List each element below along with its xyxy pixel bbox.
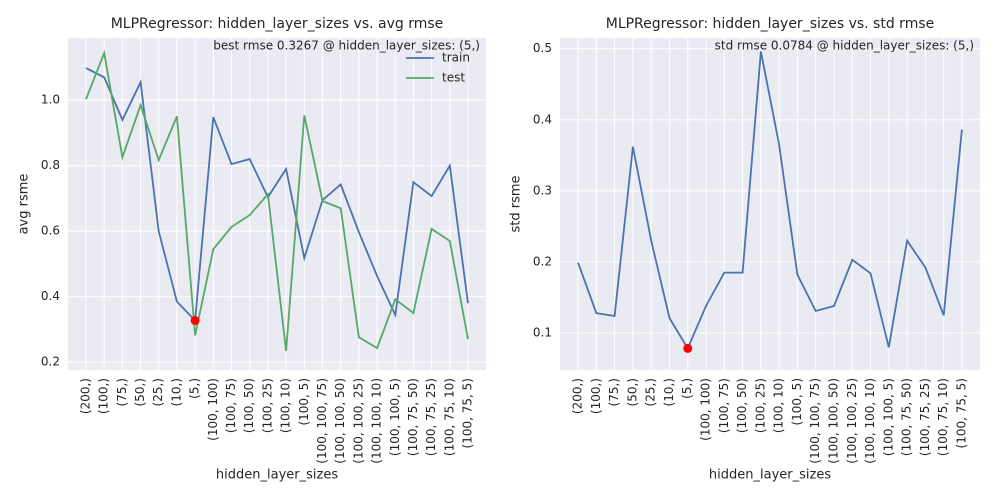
y-tick-label: 0.4 [41, 289, 60, 303]
plot-area [68, 38, 486, 370]
y-tick-label: 0.2 [533, 254, 552, 268]
x-tick-label: (100, 75, 25) [918, 378, 932, 456]
x-tick-label: (100, 75, 25) [424, 378, 438, 456]
x-tick-label: (10,) [662, 378, 676, 406]
y-tick-label: 1.0 [41, 93, 60, 107]
x-tick-label: (100, 75, 5) [954, 378, 968, 448]
annotation: best rmse 0.3267 @ hidden_layer_sizes: (… [213, 39, 480, 53]
x-tick-label: (100, 75, 50) [900, 378, 914, 456]
x-tick-label: (100, 100, 75) [315, 378, 329, 464]
y-axis-label: avg rsme [17, 174, 32, 235]
series-line [85, 49, 469, 352]
y-tick-label: 0.5 [533, 41, 552, 55]
x-tick-label: (200,) [571, 378, 585, 414]
x-tick-label: (100, 75, 50) [406, 378, 420, 456]
y-tick-label: 0.1 [533, 326, 552, 340]
x-tick-label: (100, 100) [699, 378, 713, 441]
x-axis-label: hidden_layer_sizes [216, 468, 338, 483]
y-tick-label: 0.6 [41, 224, 60, 238]
x-tick-label: (100, 100, 10) [863, 378, 877, 464]
x-tick-label: (100, 75, 10) [936, 378, 950, 456]
x-tick-label: (75,) [607, 378, 621, 406]
x-tick-label: (200,) [78, 378, 92, 414]
x-tick-label: (50,) [133, 378, 147, 406]
x-tick-label: (100, 25) [260, 378, 274, 433]
x-tick-label: (100, 100, 10) [370, 378, 384, 464]
best-point [683, 343, 693, 353]
x-tick-label: (100, 100, 5) [388, 378, 402, 456]
x-tick-label: (100,) [97, 378, 111, 414]
best-point [190, 316, 200, 326]
x-tick-label: (25,) [151, 378, 165, 406]
x-tick-label: (100, 100, 25) [351, 378, 365, 464]
y-tick-label: 0.8 [41, 158, 60, 172]
x-tick-label: (100, 100, 50) [826, 378, 840, 464]
y-tick-label: 0.4 [533, 112, 552, 126]
x-tick-label: (100, 10) [279, 378, 293, 433]
x-tick-label: (5,) [188, 378, 202, 399]
x-tick-label: (100, 25) [753, 378, 767, 433]
legend-label: test [442, 71, 465, 85]
plot-area [560, 38, 980, 370]
y-tick-label: 0.2 [41, 355, 60, 369]
x-tick-label: (100, 100, 50) [333, 378, 347, 464]
series-line [577, 51, 963, 351]
x-tick-label: (100, 75, 5) [461, 378, 475, 448]
x-tick-label: (100, 100, 25) [845, 378, 859, 464]
x-tick-label: (25,) [644, 378, 658, 406]
x-tick-label: (100, 100, 75) [808, 378, 822, 464]
y-axis-label: std rsme [509, 175, 524, 232]
x-tick-label: (100, 5) [297, 378, 311, 426]
x-tick-label: (100, 100) [206, 378, 220, 441]
x-tick-label: (100,) [589, 378, 603, 414]
series-line [85, 67, 469, 323]
x-tick-label: (100, 75) [717, 378, 731, 433]
y-tick-label: 0.3 [533, 183, 552, 197]
chart-title: MLPRegressor: hidden_layer_sizes vs. std… [606, 16, 935, 32]
x-tick-label: (75,) [115, 378, 129, 406]
x-tick-label: (100, 10) [772, 378, 786, 433]
x-tick-label: (100, 75) [224, 378, 238, 433]
x-tick-label: (5,) [680, 378, 694, 399]
chart-title: MLPRegressor: hidden_layer_sizes vs. avg… [111, 16, 444, 32]
annotation: std rmse 0.0784 @ hidden_layer_sizes: (5… [715, 39, 974, 53]
x-tick-label: (100, 100, 5) [881, 378, 895, 456]
x-tick-label: (100, 5) [790, 378, 804, 426]
x-tick-label: (100, 50) [242, 378, 256, 433]
x-tick-label: (100, 75, 10) [442, 378, 456, 456]
x-tick-label: (100, 50) [735, 378, 749, 433]
x-axis-label: hidden_layer_sizes [709, 468, 831, 483]
x-tick-label: (10,) [169, 378, 183, 406]
x-tick-label: (50,) [625, 378, 639, 406]
legend-label: train [442, 51, 470, 65]
